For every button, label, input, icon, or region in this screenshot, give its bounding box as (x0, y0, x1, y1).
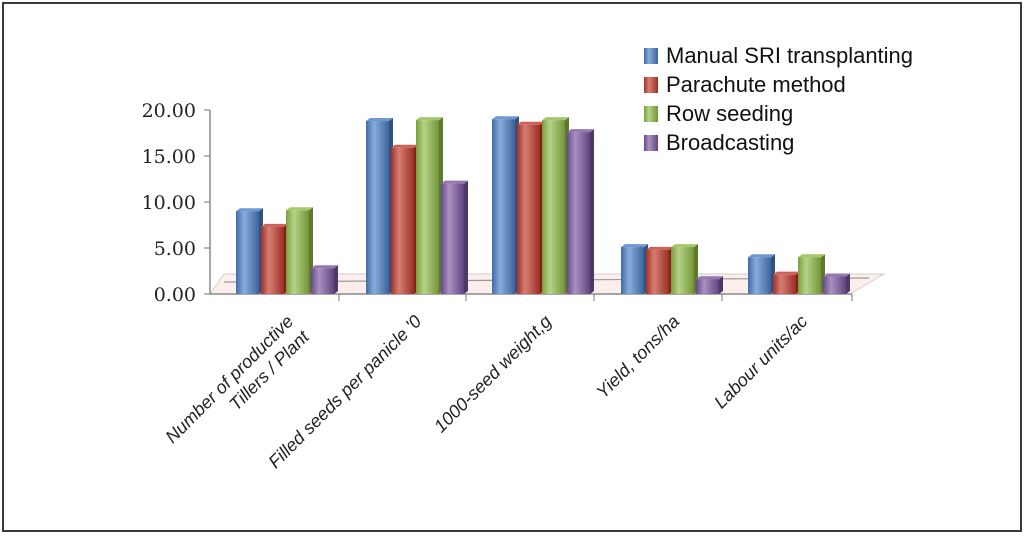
bar (696, 276, 723, 294)
bar-front (391, 147, 414, 294)
y-tick-label: 15.00 (142, 146, 196, 168)
bar-top (773, 271, 800, 275)
bar-front (441, 183, 464, 294)
bar-top (391, 144, 418, 148)
x-category-label: Yield, tons/ha (592, 311, 683, 402)
bar-front (416, 120, 439, 295)
bar-side (590, 129, 594, 294)
x-category-label: Labour units/ac (710, 311, 811, 412)
bar-top (646, 246, 673, 250)
bar (621, 244, 648, 294)
legend-entry: Row seeding (666, 101, 793, 126)
bar-front (366, 121, 389, 294)
bar-top (567, 129, 594, 133)
bar-top (236, 208, 263, 212)
bar (261, 223, 288, 294)
bar-top (517, 121, 544, 125)
legend-swatch (644, 106, 658, 122)
y-tick-label: 10.00 (142, 192, 196, 214)
legend-entry: Manual SRI transplanting (666, 43, 913, 68)
bar-top (748, 254, 775, 258)
bar (773, 271, 800, 294)
bar-top (798, 254, 825, 258)
legend-swatch (644, 48, 658, 64)
x-category-label-line: Yield, tons/ha (592, 311, 683, 402)
x-category-label-line: Labour units/ac (710, 311, 811, 412)
bar-front (621, 247, 644, 294)
bar (492, 116, 519, 294)
bar (236, 208, 263, 294)
bar-front (517, 124, 540, 294)
bar-front (823, 276, 846, 294)
bar (416, 117, 443, 295)
bar-top (621, 244, 648, 248)
legend-entry: Parachute method (666, 72, 846, 97)
bar-top (671, 244, 698, 248)
bar-front (261, 226, 284, 294)
y-tick-label: 20.00 (142, 100, 196, 122)
bar-top (823, 273, 850, 277)
bar-front (542, 120, 565, 295)
bar-side (464, 180, 468, 294)
bar-front (492, 119, 515, 294)
bar-front (748, 257, 771, 294)
bar (671, 244, 698, 294)
bar (441, 180, 468, 294)
bar (567, 129, 594, 294)
bar (798, 254, 825, 294)
x-category-label: Filled seeds per panicle '0 (264, 311, 425, 472)
bar-top (542, 117, 569, 121)
bar-front (696, 279, 719, 294)
bar (823, 273, 850, 294)
bar-top (366, 118, 393, 122)
bar-chart: 0.00 5.00 10.00 15.00 20.00 Number of product… (142, 43, 913, 472)
x-category-label: 1000-seed weight,g (430, 311, 555, 436)
bar (366, 118, 393, 294)
bar (391, 144, 418, 294)
legend-swatch (644, 135, 658, 151)
bar-side (334, 265, 338, 294)
legend-entry: Broadcasting (666, 130, 794, 155)
bar-side (846, 273, 850, 294)
bar-top (492, 116, 519, 120)
x-category-label-line: Number of productive (161, 311, 297, 447)
bar-front (567, 132, 590, 294)
bar-front (798, 257, 821, 294)
bar-top (286, 207, 313, 211)
bar (542, 117, 569, 295)
bar-front (773, 274, 796, 294)
y-tick-label: 5.00 (154, 238, 196, 260)
bar-front (286, 210, 309, 294)
bar-top (696, 276, 723, 280)
x-category-label-line: 1000-seed weight,g (430, 311, 555, 436)
bar-top (416, 117, 443, 121)
y-tick-label: 0.00 (154, 284, 196, 306)
x-category-label-line: Filled seeds per panicle '0 (264, 311, 425, 472)
bar (748, 254, 775, 294)
bar-front (646, 249, 669, 294)
bar-side (719, 276, 723, 294)
bar-front (311, 268, 334, 294)
legend-swatch (644, 77, 658, 93)
bar (311, 265, 338, 294)
bar-top (311, 265, 338, 269)
bar-top (441, 180, 468, 184)
bar-front (236, 211, 259, 294)
bar (286, 207, 313, 294)
bar (517, 121, 544, 294)
bar-front (671, 247, 694, 294)
bar (646, 246, 673, 294)
bar-top (261, 223, 288, 227)
